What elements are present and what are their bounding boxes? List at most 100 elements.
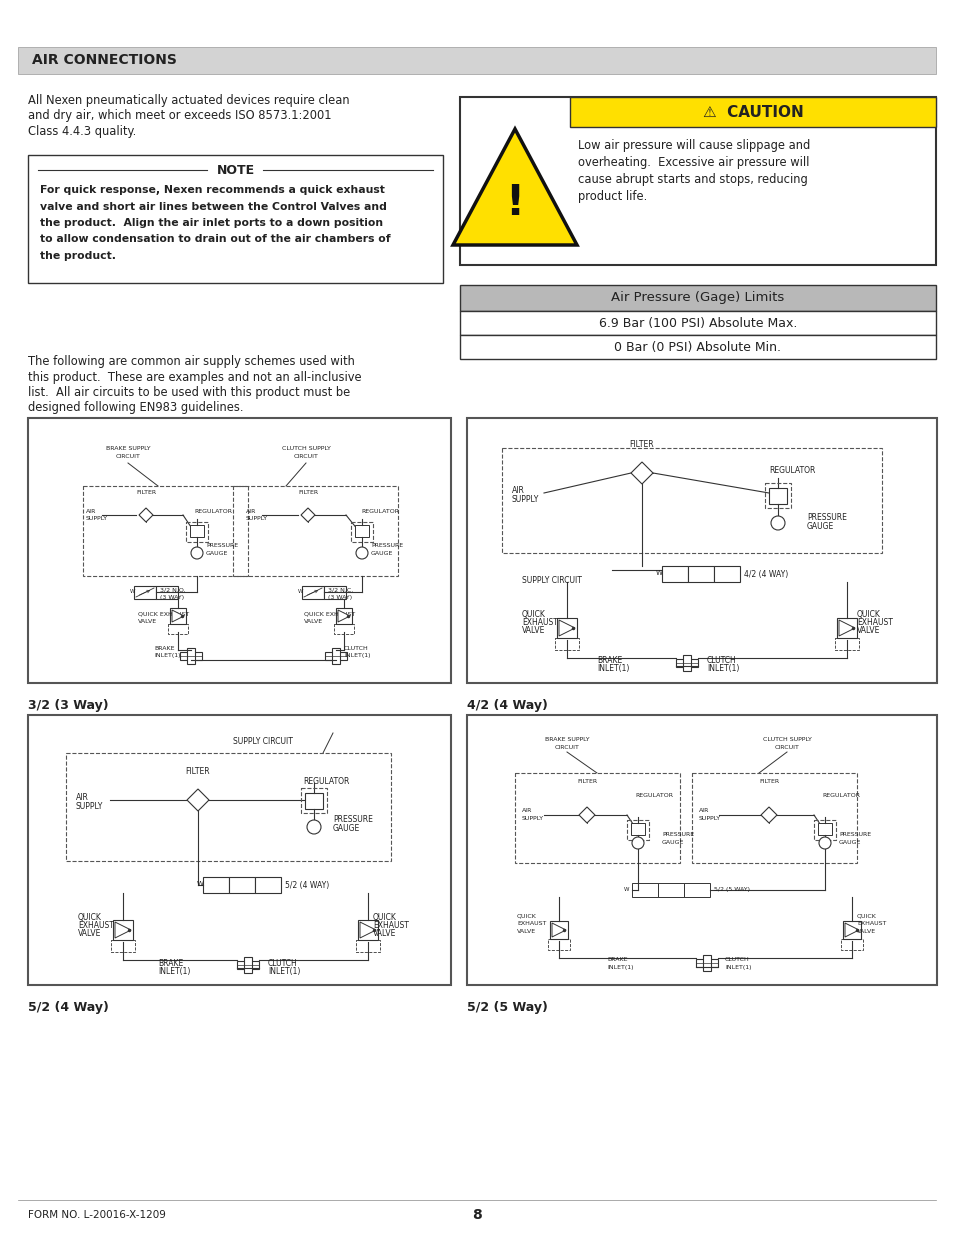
Polygon shape (94, 508, 102, 522)
Polygon shape (558, 620, 575, 636)
Bar (28, 417, 451, 683)
Bar (111, 940, 135, 952)
Text: 3/2 N.C.: 3/2 N.C. (328, 588, 353, 593)
Text: INLET(1): INLET(1) (268, 967, 300, 976)
Text: CIRCUIT: CIRCUIT (294, 454, 318, 459)
Bar (325, 652, 347, 659)
Text: BRAKE: BRAKE (158, 960, 183, 968)
Text: 0 Bar (0 PSI) Absolute Min.: 0 Bar (0 PSI) Absolute Min. (614, 341, 781, 353)
Text: VALVE: VALVE (304, 619, 323, 624)
Text: GAUGE: GAUGE (206, 551, 228, 556)
Bar (357, 920, 377, 940)
Text: PRESSURE: PRESSURE (206, 543, 238, 548)
Text: The following are common air supply schemes used with: The following are common air supply sche… (28, 354, 355, 368)
Circle shape (355, 547, 368, 559)
Bar (301, 788, 327, 813)
Circle shape (191, 547, 203, 559)
Text: QUICK: QUICK (856, 913, 876, 918)
Text: CIRCUIT: CIRCUIT (115, 454, 140, 459)
Text: REGULATOR: REGULATOR (193, 509, 232, 514)
Circle shape (818, 837, 830, 848)
Bar (334, 624, 354, 634)
Polygon shape (337, 610, 350, 622)
Bar (459, 335, 935, 359)
Text: QUICK: QUICK (78, 913, 102, 923)
Polygon shape (844, 923, 858, 937)
Circle shape (631, 837, 643, 848)
Text: BRAKE: BRAKE (597, 656, 621, 664)
Bar (550, 921, 567, 939)
Text: PRESSURE: PRESSURE (838, 832, 870, 837)
Text: BRAKE SUPPLY: BRAKE SUPPLY (544, 737, 589, 742)
Bar (332, 648, 339, 663)
Bar (28, 156, 442, 283)
Text: QUICK: QUICK (856, 610, 880, 619)
Bar (254, 877, 281, 893)
Text: INLET(1): INLET(1) (153, 653, 180, 658)
Text: REGULATOR: REGULATOR (360, 509, 398, 514)
Text: EXHAUST: EXHAUST (373, 921, 409, 930)
Text: BRAKE: BRAKE (606, 957, 627, 962)
Text: GAUGE: GAUGE (333, 824, 360, 832)
Bar (203, 877, 229, 893)
Bar (467, 715, 936, 986)
Bar (186, 522, 208, 542)
Polygon shape (301, 508, 314, 522)
Text: All Nexen pneumatically actuated devices require clean: All Nexen pneumatically actuated devices… (28, 94, 349, 107)
Bar (768, 488, 786, 504)
Text: 3/2 N.O.: 3/2 N.O. (160, 588, 186, 593)
Text: SUPPLY: SUPPLY (86, 516, 108, 521)
Text: SUPPLY: SUPPLY (512, 495, 538, 504)
Bar (569, 98, 935, 127)
Bar (467, 417, 936, 683)
Text: EXHAUST: EXHAUST (521, 618, 558, 627)
Text: REGULATOR: REGULATOR (635, 793, 672, 798)
Text: W: W (656, 571, 662, 576)
Text: (3 WAY): (3 WAY) (160, 595, 184, 600)
Bar (658, 883, 683, 897)
Bar (515, 773, 679, 863)
Bar (244, 957, 252, 973)
Bar (836, 618, 856, 638)
Text: list.  All air circuits to be used with this product must be: list. All air circuits to be used with t… (28, 387, 350, 399)
Text: cause abrupt starts and stops, reducing: cause abrupt starts and stops, reducing (578, 173, 807, 186)
Text: W: W (297, 589, 303, 594)
Text: (3 WAY): (3 WAY) (328, 595, 352, 600)
Polygon shape (453, 128, 577, 245)
Text: CLUTCH SUPPLY: CLUTCH SUPPLY (761, 737, 811, 742)
Text: VALVE: VALVE (521, 626, 545, 635)
Text: AIR CONNECTIONS: AIR CONNECTIONS (32, 53, 176, 67)
Text: 4/2 (4 WAY): 4/2 (4 WAY) (743, 571, 787, 579)
Text: BRAKE: BRAKE (153, 646, 174, 651)
Text: 4/2 (4 Way): 4/2 (4 Way) (467, 699, 547, 713)
Bar (547, 939, 569, 950)
Bar (18, 47, 935, 74)
Text: CLUTCH: CLUTCH (706, 656, 736, 664)
Polygon shape (172, 610, 184, 622)
Text: SUPPLY: SUPPLY (246, 516, 268, 521)
Bar (702, 956, 710, 971)
Text: AIR: AIR (521, 808, 532, 813)
Text: Air Pressure (Gage) Limits: Air Pressure (Gage) Limits (611, 291, 783, 305)
Text: EXHAUST: EXHAUST (78, 921, 113, 930)
Text: 5/2 (5 WAY): 5/2 (5 WAY) (713, 887, 749, 892)
Text: EXHAUST: EXHAUST (517, 921, 546, 926)
Bar (229, 877, 254, 893)
Text: INLET(1): INLET(1) (158, 967, 191, 976)
Polygon shape (139, 508, 152, 522)
Bar (813, 820, 835, 840)
Text: to allow condensation to drain out of the air chambers of: to allow condensation to drain out of th… (40, 235, 390, 245)
Bar (501, 448, 882, 553)
Bar (83, 487, 248, 576)
Text: SUPPLY: SUPPLY (521, 816, 543, 821)
Text: NOTE: NOTE (216, 163, 254, 177)
Text: AIR: AIR (86, 509, 96, 514)
Polygon shape (100, 790, 110, 810)
Bar (459, 285, 935, 311)
Polygon shape (709, 806, 719, 824)
Text: QUICK: QUICK (517, 913, 537, 918)
Text: !: ! (505, 182, 524, 224)
Polygon shape (115, 923, 131, 939)
Text: Class 4.4.3 quality.: Class 4.4.3 quality. (28, 125, 136, 138)
Text: CIRCUIT: CIRCUIT (554, 745, 578, 750)
